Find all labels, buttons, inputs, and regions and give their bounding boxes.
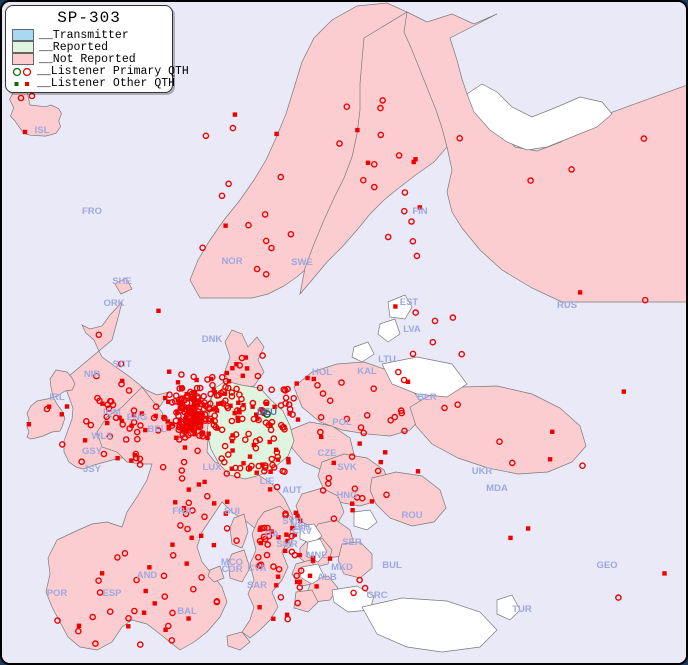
svg-text:MDA: MDA [486,483,508,494]
svg-text:ALB: ALB [317,572,337,583]
svg-text:ISL: ISL [35,125,50,136]
svg-text:POL: POL [332,417,352,428]
svg-text:NOR: NOR [221,256,242,267]
svg-text:DEU: DEU [257,407,277,418]
svg-text:DNK: DNK [202,334,223,345]
svg-text:SAR: SAR [247,580,267,591]
svg-text:LTU: LTU [378,354,396,365]
svg-text:RUS: RUS [557,300,577,311]
svg-text:JSY: JSY [83,464,102,475]
svg-text:GEO: GEO [596,560,617,571]
svg-text:GRC: GRC [366,590,387,601]
svg-text:COR: COR [221,564,242,575]
svg-text:ESP: ESP [102,588,122,599]
svg-text:LVA: LVA [403,324,421,335]
svg-text:GSY: GSY [82,446,103,457]
svg-text:TUR: TUR [512,604,532,615]
svg-text:BUL: BUL [382,560,402,571]
svg-text:POR: POR [47,588,68,599]
svg-text:FIN: FIN [412,206,427,217]
svg-text:ROU: ROU [401,510,422,521]
svg-text:BAL: BAL [177,606,197,617]
svg-text:SHE: SHE [112,276,132,287]
svg-text:CZE: CZE [318,448,337,459]
svg-text:HOL: HOL [312,367,332,378]
svg-text:WLS: WLS [91,431,112,442]
svg-text:FRA: FRA [172,506,192,517]
svg-text:UKR: UKR [472,466,493,477]
svg-text:LIE: LIE [260,476,275,487]
svg-text:SWE: SWE [291,257,313,268]
svg-text:NIR: NIR [84,369,101,380]
svg-text:AND: AND [137,570,158,581]
svg-text:SMR: SMR [276,539,297,550]
svg-text:BEL: BEL [148,424,167,435]
svg-text:AUT: AUT [282,485,302,496]
svg-text:MNE: MNE [306,550,327,561]
svg-text:CVA: CVA [247,563,266,574]
svg-text:SVK: SVK [337,462,357,473]
svg-text:HNG: HNG [336,490,357,501]
svg-text:IQM: IQM [103,407,121,418]
svg-text:BLR: BLR [417,392,437,403]
svg-text:ENG: ENG [127,412,148,423]
svg-text:KAL: KAL [357,366,377,377]
svg-text:IRL: IRL [49,392,65,403]
svg-text:SUI: SUI [224,506,240,517]
svg-text:FRO: FRO [82,206,102,217]
svg-text:MKD: MKD [331,562,353,573]
svg-text:SCT: SCT [113,359,132,370]
svg-text:LUX: LUX [203,462,223,473]
svg-text:ORK: ORK [103,298,124,309]
svg-text:SER: SER [342,537,362,548]
svg-text:BIH: BIH [294,522,311,533]
svg-text:EST: EST [400,297,419,308]
